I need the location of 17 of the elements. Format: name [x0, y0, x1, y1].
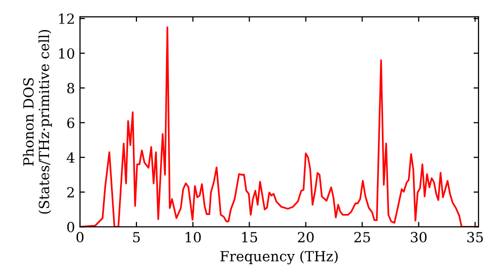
x-axis-title: Frequency (THz): [220, 250, 338, 264]
y-tick-label: 8: [67, 82, 74, 94]
y-tick-label: 10: [59, 48, 74, 59]
y-tick-label: 0: [67, 222, 74, 232]
x-tick-label: 20: [298, 232, 314, 242]
x-tick-label: 5: [133, 232, 140, 242]
x-tick-label: 25: [354, 232, 370, 242]
x-tick-label: 10: [186, 232, 201, 242]
x-tick-label: 35: [467, 232, 483, 242]
x-tick-label: 0: [76, 232, 84, 242]
y-tick-label: 6: [67, 118, 74, 128]
x-tick-label: 30: [410, 232, 427, 242]
x-tick-label: 15: [242, 232, 258, 242]
y-tick-label: 12: [59, 14, 74, 24]
y-axis-title: Phonon DOS (States/THz·primitive cell): [22, 30, 52, 214]
y-tick-label: 2: [67, 187, 74, 198]
y-tick-label: 4: [66, 152, 74, 163]
